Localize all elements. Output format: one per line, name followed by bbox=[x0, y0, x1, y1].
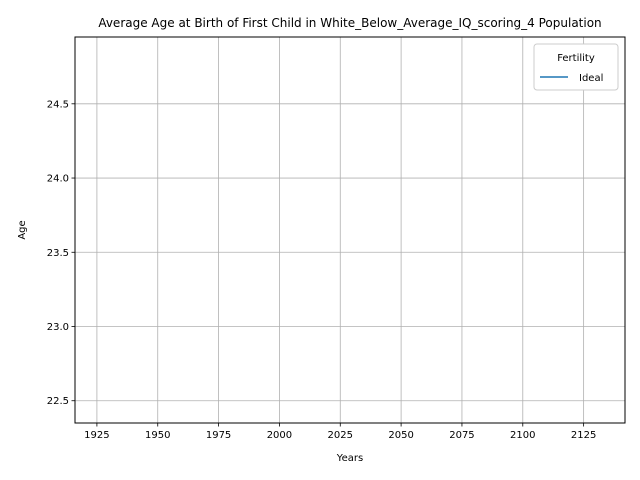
y-tick-label: 23.0 bbox=[47, 322, 69, 333]
y-tick-label: 23.5 bbox=[47, 248, 69, 259]
plot-area-frame bbox=[74, 36, 626, 424]
grid bbox=[75, 37, 625, 423]
y-tick-label: 24.0 bbox=[47, 174, 69, 185]
x-tick-label: 1950 bbox=[145, 430, 170, 441]
x-tick-label: 2075 bbox=[449, 430, 474, 441]
legend-title: Fertility bbox=[557, 53, 595, 64]
x-tick-label: 2025 bbox=[328, 430, 353, 441]
x-tick-label: 2100 bbox=[510, 430, 535, 441]
x-tick-label: 2000 bbox=[267, 430, 292, 441]
y-tick-label: 22.5 bbox=[47, 396, 69, 407]
x-tick-label: 2050 bbox=[388, 430, 413, 441]
y-axis-label: Age bbox=[17, 220, 28, 239]
x-tick-label: 1975 bbox=[206, 430, 231, 441]
y-axis: 22.5 23.0 23.5 24.0 24.5 bbox=[47, 99, 75, 407]
legend: Fertility Ideal bbox=[533, 43, 619, 91]
legend-box bbox=[533, 43, 619, 91]
x-tick-label: 1925 bbox=[84, 430, 109, 441]
legend-entry-ideal: Ideal bbox=[579, 73, 603, 84]
x-tick-label: 2125 bbox=[571, 430, 596, 441]
chart-title: Average Age at Birth of First Child in W… bbox=[98, 16, 601, 30]
y-tick-label: 24.5 bbox=[47, 99, 69, 110]
x-axis: 1925 1950 1975 2000 2025 2050 2075 2100 2125 bbox=[84, 423, 596, 441]
x-axis-label: Years bbox=[336, 453, 363, 464]
